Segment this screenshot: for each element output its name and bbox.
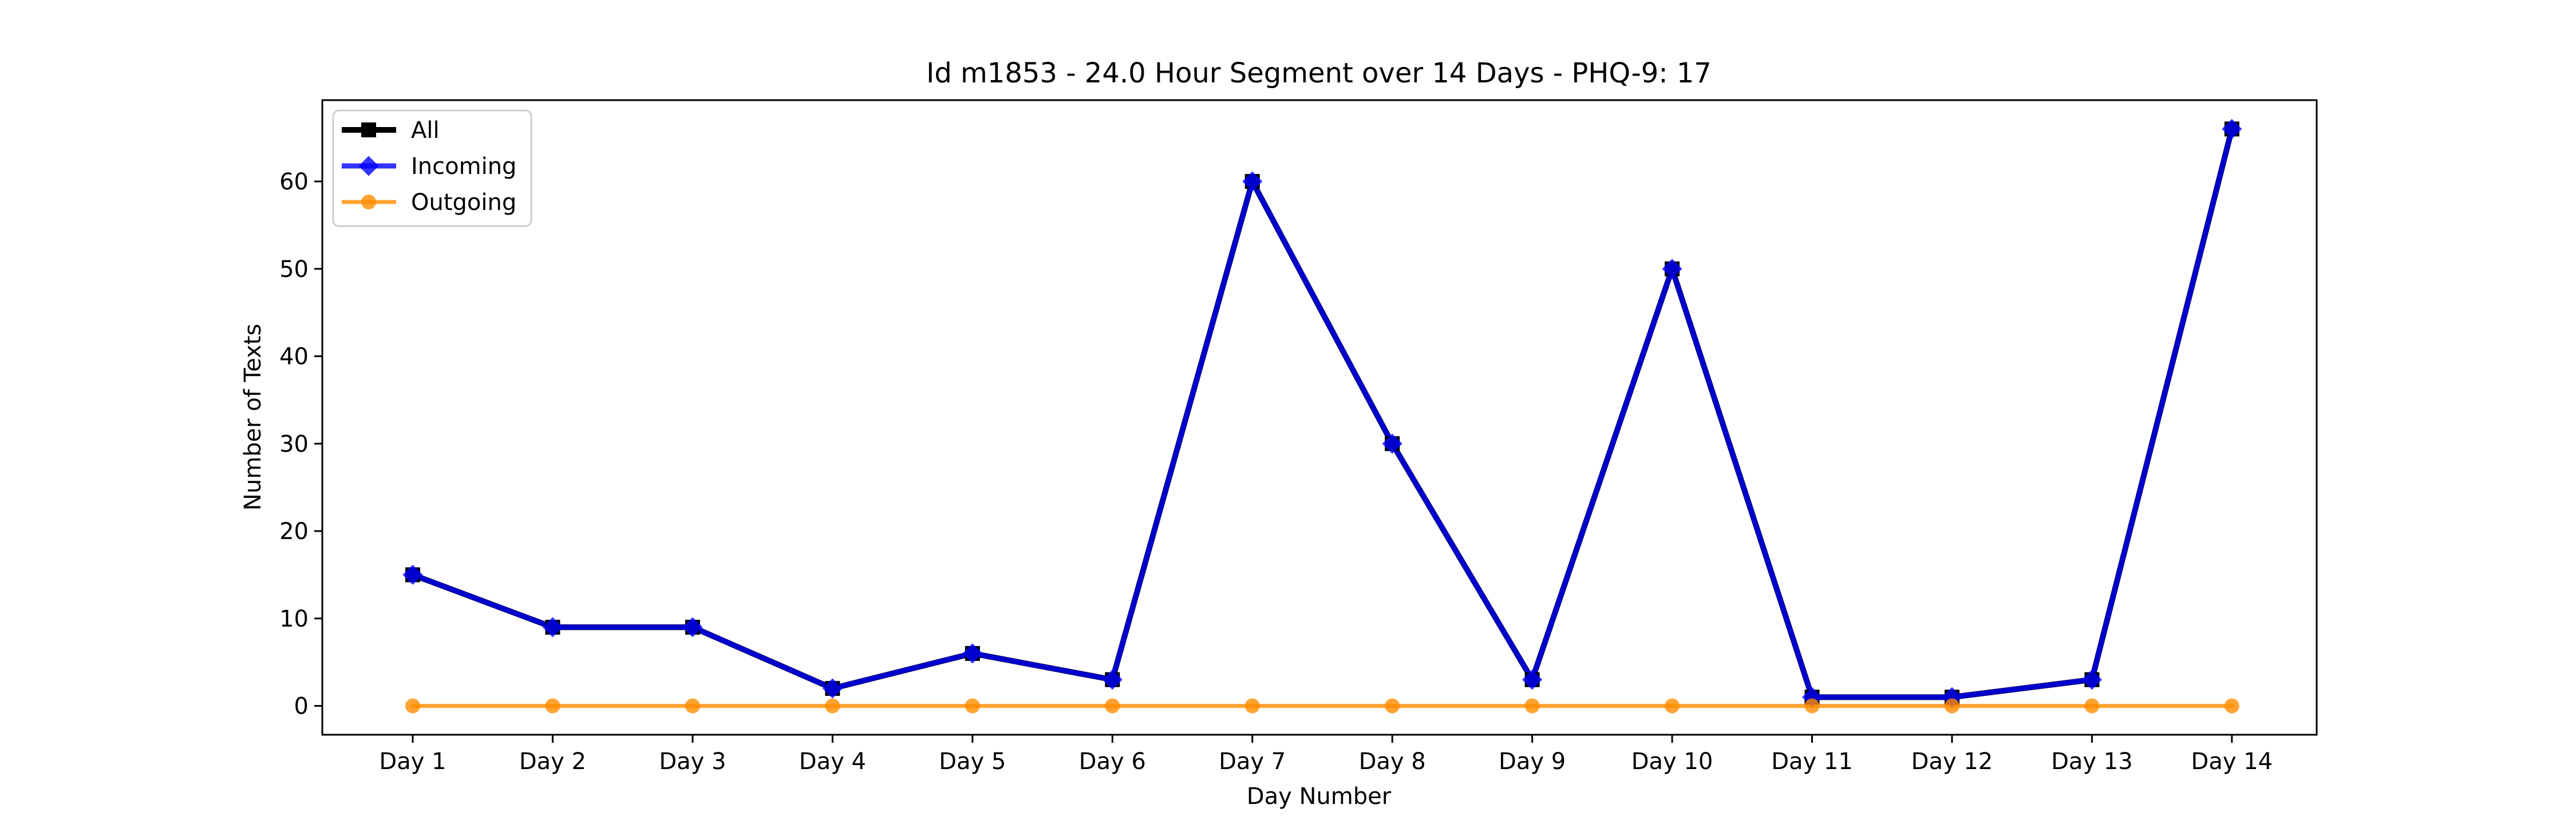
data-point-incoming — [682, 617, 703, 637]
legend-label-incoming: Incoming — [411, 153, 516, 180]
data-point-outgoing — [965, 698, 980, 714]
x-tick-label: Day 1 — [379, 748, 446, 775]
data-point-outgoing — [1524, 698, 1540, 714]
data-point-incoming — [1662, 259, 1682, 279]
legend-label-outgoing: Outgoing — [411, 189, 516, 216]
legend-marker-incoming — [358, 156, 379, 176]
plot-frame — [321, 99, 2318, 736]
data-point-incoming — [1242, 171, 1263, 192]
data-point-incoming — [402, 564, 423, 585]
legend-box — [332, 109, 532, 227]
series-line-incoming — [410, 126, 2235, 700]
legend-marker-all — [361, 122, 376, 137]
y-tick-label: 60 — [279, 169, 309, 195]
y-tick-label: 50 — [279, 256, 309, 283]
chart-title: Id m1853 - 24.0 Hour Segment over 14 Day… — [926, 57, 1712, 89]
data-point-outgoing — [1804, 698, 1820, 714]
data-point-incoming — [822, 678, 843, 699]
y-tick-label: 40 — [279, 344, 309, 370]
data-point-outgoing — [2084, 698, 2100, 714]
legend: All Incoming Outgoing — [332, 109, 532, 227]
data-point-outgoing — [1105, 698, 1120, 714]
y-axis: 0 10 20 30 40 50 60 — [279, 169, 322, 720]
data-point-incoming — [1522, 670, 1543, 690]
data-point-incoming — [2222, 118, 2242, 139]
data-point-incoming — [542, 617, 563, 637]
y-tick-label: 0 — [294, 694, 309, 720]
data-point-outgoing — [1665, 698, 1680, 714]
x-axis-label: Day Number — [1247, 783, 1392, 810]
y-tick-label: 30 — [279, 431, 309, 457]
data-point-incoming — [962, 643, 983, 664]
x-tick-label: Day 4 — [799, 748, 866, 775]
data-point-incoming — [1382, 433, 1402, 454]
y-tick-label: 10 — [279, 606, 309, 632]
data-point-outgoing — [1385, 698, 1400, 714]
y-tick-label: 20 — [279, 518, 309, 545]
data-point-outgoing — [1244, 698, 1260, 714]
x-tick-label: Day 3 — [659, 748, 726, 775]
x-axis: Day 1 Day 2 Day 3 Day 4 Day 5 Day 6 Day 7 Day 8… — [379, 735, 2273, 775]
data-point-incoming — [1102, 670, 1123, 690]
x-tick-label: Day 14 — [2191, 748, 2273, 775]
data-point-outgoing — [405, 698, 420, 714]
data-point-outgoing — [545, 698, 560, 714]
x-tick-label: Day 10 — [1631, 748, 1713, 775]
x-tick-label: Day 11 — [1771, 748, 1853, 775]
x-tick-label: Day 6 — [1079, 748, 1146, 775]
y-axis-label: Number of Texts — [240, 324, 266, 510]
data-point-incoming — [2081, 670, 2102, 690]
x-tick-label: Day 9 — [1499, 748, 1566, 775]
legend-marker-outgoing — [361, 195, 376, 209]
x-tick-label: Day 12 — [1911, 748, 1993, 775]
x-tick-label: Day 13 — [2051, 748, 2133, 775]
data-point-outgoing — [2224, 698, 2239, 714]
data-point-outgoing — [685, 698, 700, 714]
x-tick-label: Day 7 — [1219, 748, 1286, 775]
data-point-outgoing — [825, 698, 840, 714]
data-point-outgoing — [1944, 698, 1959, 714]
x-tick-label: Day 5 — [939, 748, 1006, 775]
x-tick-label: Day 8 — [1359, 748, 1426, 775]
legend-label-all: All — [411, 117, 440, 144]
x-tick-label: Day 2 — [519, 748, 586, 775]
data-point-incoming — [1942, 687, 1962, 707]
